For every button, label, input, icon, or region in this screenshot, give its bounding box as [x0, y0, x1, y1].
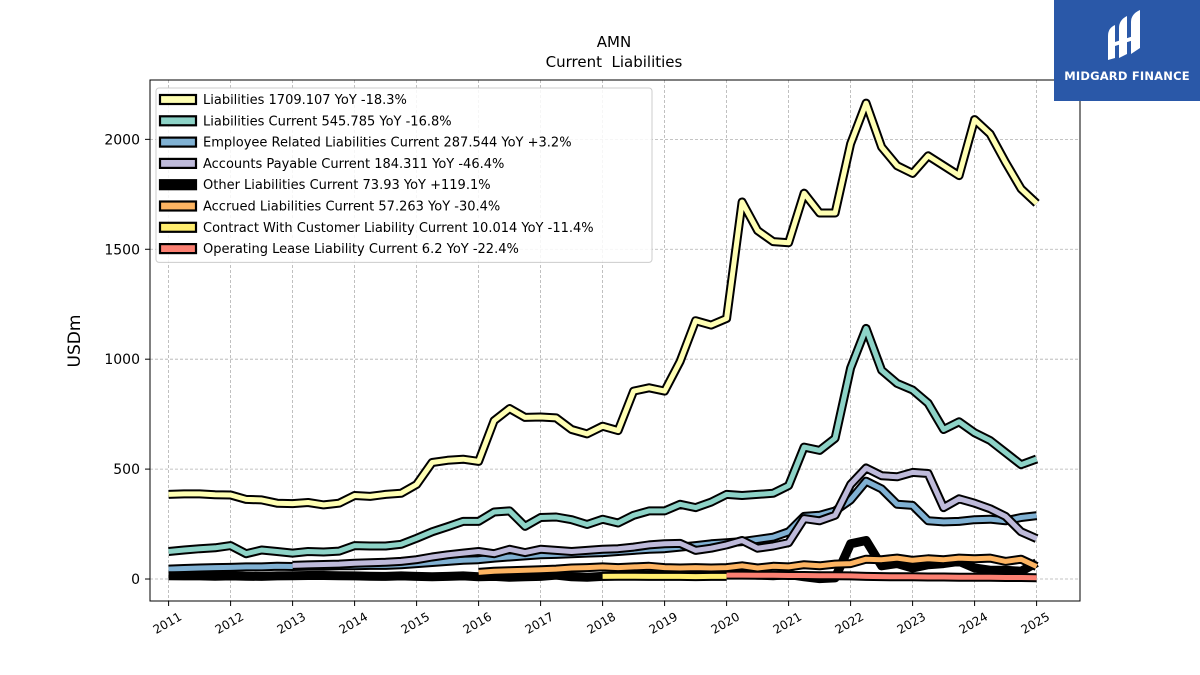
legend-swatch [158, 93, 198, 106]
legend-label: Employee Related Liabilities Current 287… [203, 136, 572, 151]
x-tick-label: 2020 [709, 609, 742, 636]
y-tick-label: 500 [113, 462, 140, 478]
y-tick-label: 0 [131, 572, 140, 588]
series-line [168, 100, 1039, 508]
series-operating-lease-liability-current [726, 570, 1037, 583]
x-tick-label: 2025 [1019, 609, 1052, 636]
legend-swatch [158, 136, 198, 148]
legend-swatch [158, 243, 198, 255]
legend-item: Other Liabilities Current 73.93 YoY +119… [158, 178, 491, 193]
legend-item: Accounts Payable Current 184.311 YoY -46… [158, 157, 504, 172]
legend-label: Contract With Customer Liability Current… [203, 221, 594, 236]
logo-text: MIDGARD FINANCE [1064, 69, 1190, 83]
x-tick-label: 2011 [151, 609, 184, 636]
series-line [726, 572, 1037, 581]
legend-label: Operating Lease Liability Current 6.2 Yo… [203, 242, 519, 257]
chart-title: AMN [597, 33, 631, 51]
series-liabilities [168, 98, 1040, 510]
y-tick-label: 2000 [104, 132, 140, 148]
x-tick-label: 2023 [895, 609, 928, 636]
midgard-finance-logo: MIDGARD FINANCE [1054, 0, 1200, 101]
legend-swatch [158, 179, 198, 191]
x-tick-label: 2019 [647, 609, 680, 636]
legend-swatch [158, 221, 198, 233]
x-tick-label: 2024 [957, 609, 990, 636]
x-tick-label: 2022 [833, 609, 866, 636]
y-tick-label: 1500 [104, 242, 140, 258]
legend-swatch [158, 200, 198, 212]
x-tick-label: 2021 [771, 609, 804, 636]
series-line [478, 555, 1038, 575]
x-tick-label: 2016 [461, 609, 494, 636]
logo-mark-icon [1108, 10, 1140, 60]
legend-box [155, 87, 653, 263]
x-tick-label: 2013 [275, 609, 308, 636]
legend-label: Other Liabilities Current 73.93 YoY +119… [203, 178, 491, 193]
legend-label: Accrued Liabilities Current 57.263 YoY -… [203, 200, 500, 215]
legend-swatch [158, 115, 198, 127]
legend-item: Liabilities 1709.107 YoY -18.3% [158, 93, 407, 108]
x-tick-label: 2017 [523, 609, 556, 636]
legend-item: Accrued Liabilities Current 57.263 YoY -… [158, 200, 500, 215]
legend-swatch [158, 157, 198, 169]
legend-item: Liabilities Current 545.785 YoY -16.8% [158, 114, 452, 129]
x-tick-label: 2015 [399, 609, 432, 636]
y-axis-label: USDm [65, 315, 85, 368]
legend: Liabilities 1709.107 YoY -18.3% Liabiliti… [155, 87, 653, 263]
series-liabilities-current [168, 323, 1039, 559]
x-tick-label: 2012 [213, 609, 246, 636]
series-layer [168, 98, 1040, 584]
legend-item: Employee Related Liabilities Current 287… [158, 136, 572, 151]
series-line [168, 325, 1038, 557]
legend-label: Liabilities 1709.107 YoY -18.3% [203, 93, 407, 108]
legend-item: Contract With Customer Liability Current… [158, 221, 594, 236]
x-tick-label: 2014 [337, 609, 370, 636]
plot-frame [149, 79, 1081, 602]
series-accounts-payable-current [292, 463, 1039, 570]
series-accrued-liabilities-current [478, 553, 1039, 577]
legend-label: Liabilities Current 545.785 YoY -16.8% [203, 114, 452, 129]
chart-subtitle: Current Liabilities [546, 53, 683, 71]
series-line [292, 465, 1038, 568]
legend-label: Accounts Payable Current 184.311 YoY -46… [203, 157, 504, 172]
y-tick-label: 1000 [104, 352, 140, 368]
x-tick-label: 2018 [585, 609, 618, 636]
legend-item: Operating Lease Liability Current 6.2 Yo… [158, 242, 519, 257]
